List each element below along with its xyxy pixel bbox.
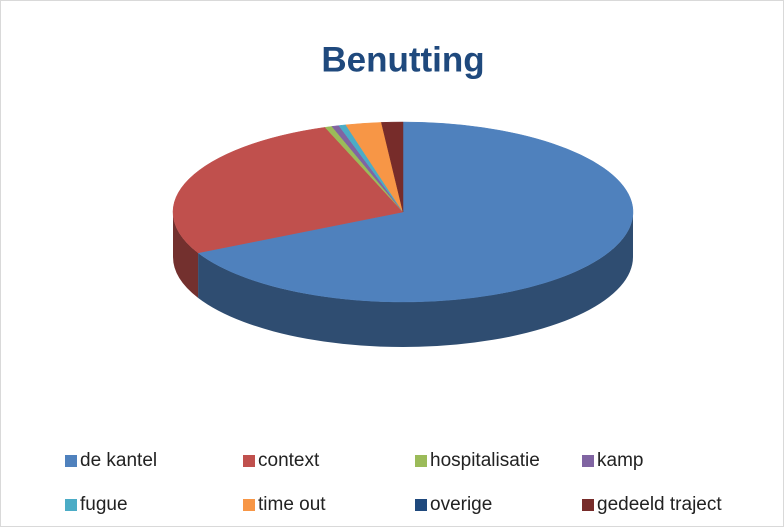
pie-slice	[172, 127, 404, 254]
legend-swatch	[582, 455, 594, 467]
legend-swatch	[65, 499, 77, 511]
legend-swatch	[65, 455, 77, 467]
pie-slice	[381, 121, 404, 213]
pie-side	[198, 212, 634, 348]
legend: de kantel context hospitalisatie kamp fugue t…	[65, 450, 722, 515]
pie-tops	[172, 121, 634, 303]
chart-title: Benutting	[321, 40, 484, 79]
legend-label: time out	[258, 494, 326, 515]
legend-label: fugue	[80, 494, 128, 515]
legend-label: kamp	[597, 450, 643, 471]
legend-label: de kantel	[80, 450, 157, 471]
legend-swatch	[243, 455, 255, 467]
pie-sides	[173, 212, 634, 348]
pie-slice	[197, 121, 634, 303]
legend-swatch	[415, 499, 427, 511]
legend-label: context	[258, 450, 320, 471]
legend-label: hospitalisatie	[430, 450, 540, 471]
legend-label: overige	[430, 494, 492, 515]
legend-label: gedeeld traject	[597, 494, 722, 515]
legend-swatch	[243, 499, 255, 511]
legend-swatch	[415, 455, 427, 467]
pie-side	[173, 212, 199, 298]
legend-swatch	[582, 499, 594, 511]
